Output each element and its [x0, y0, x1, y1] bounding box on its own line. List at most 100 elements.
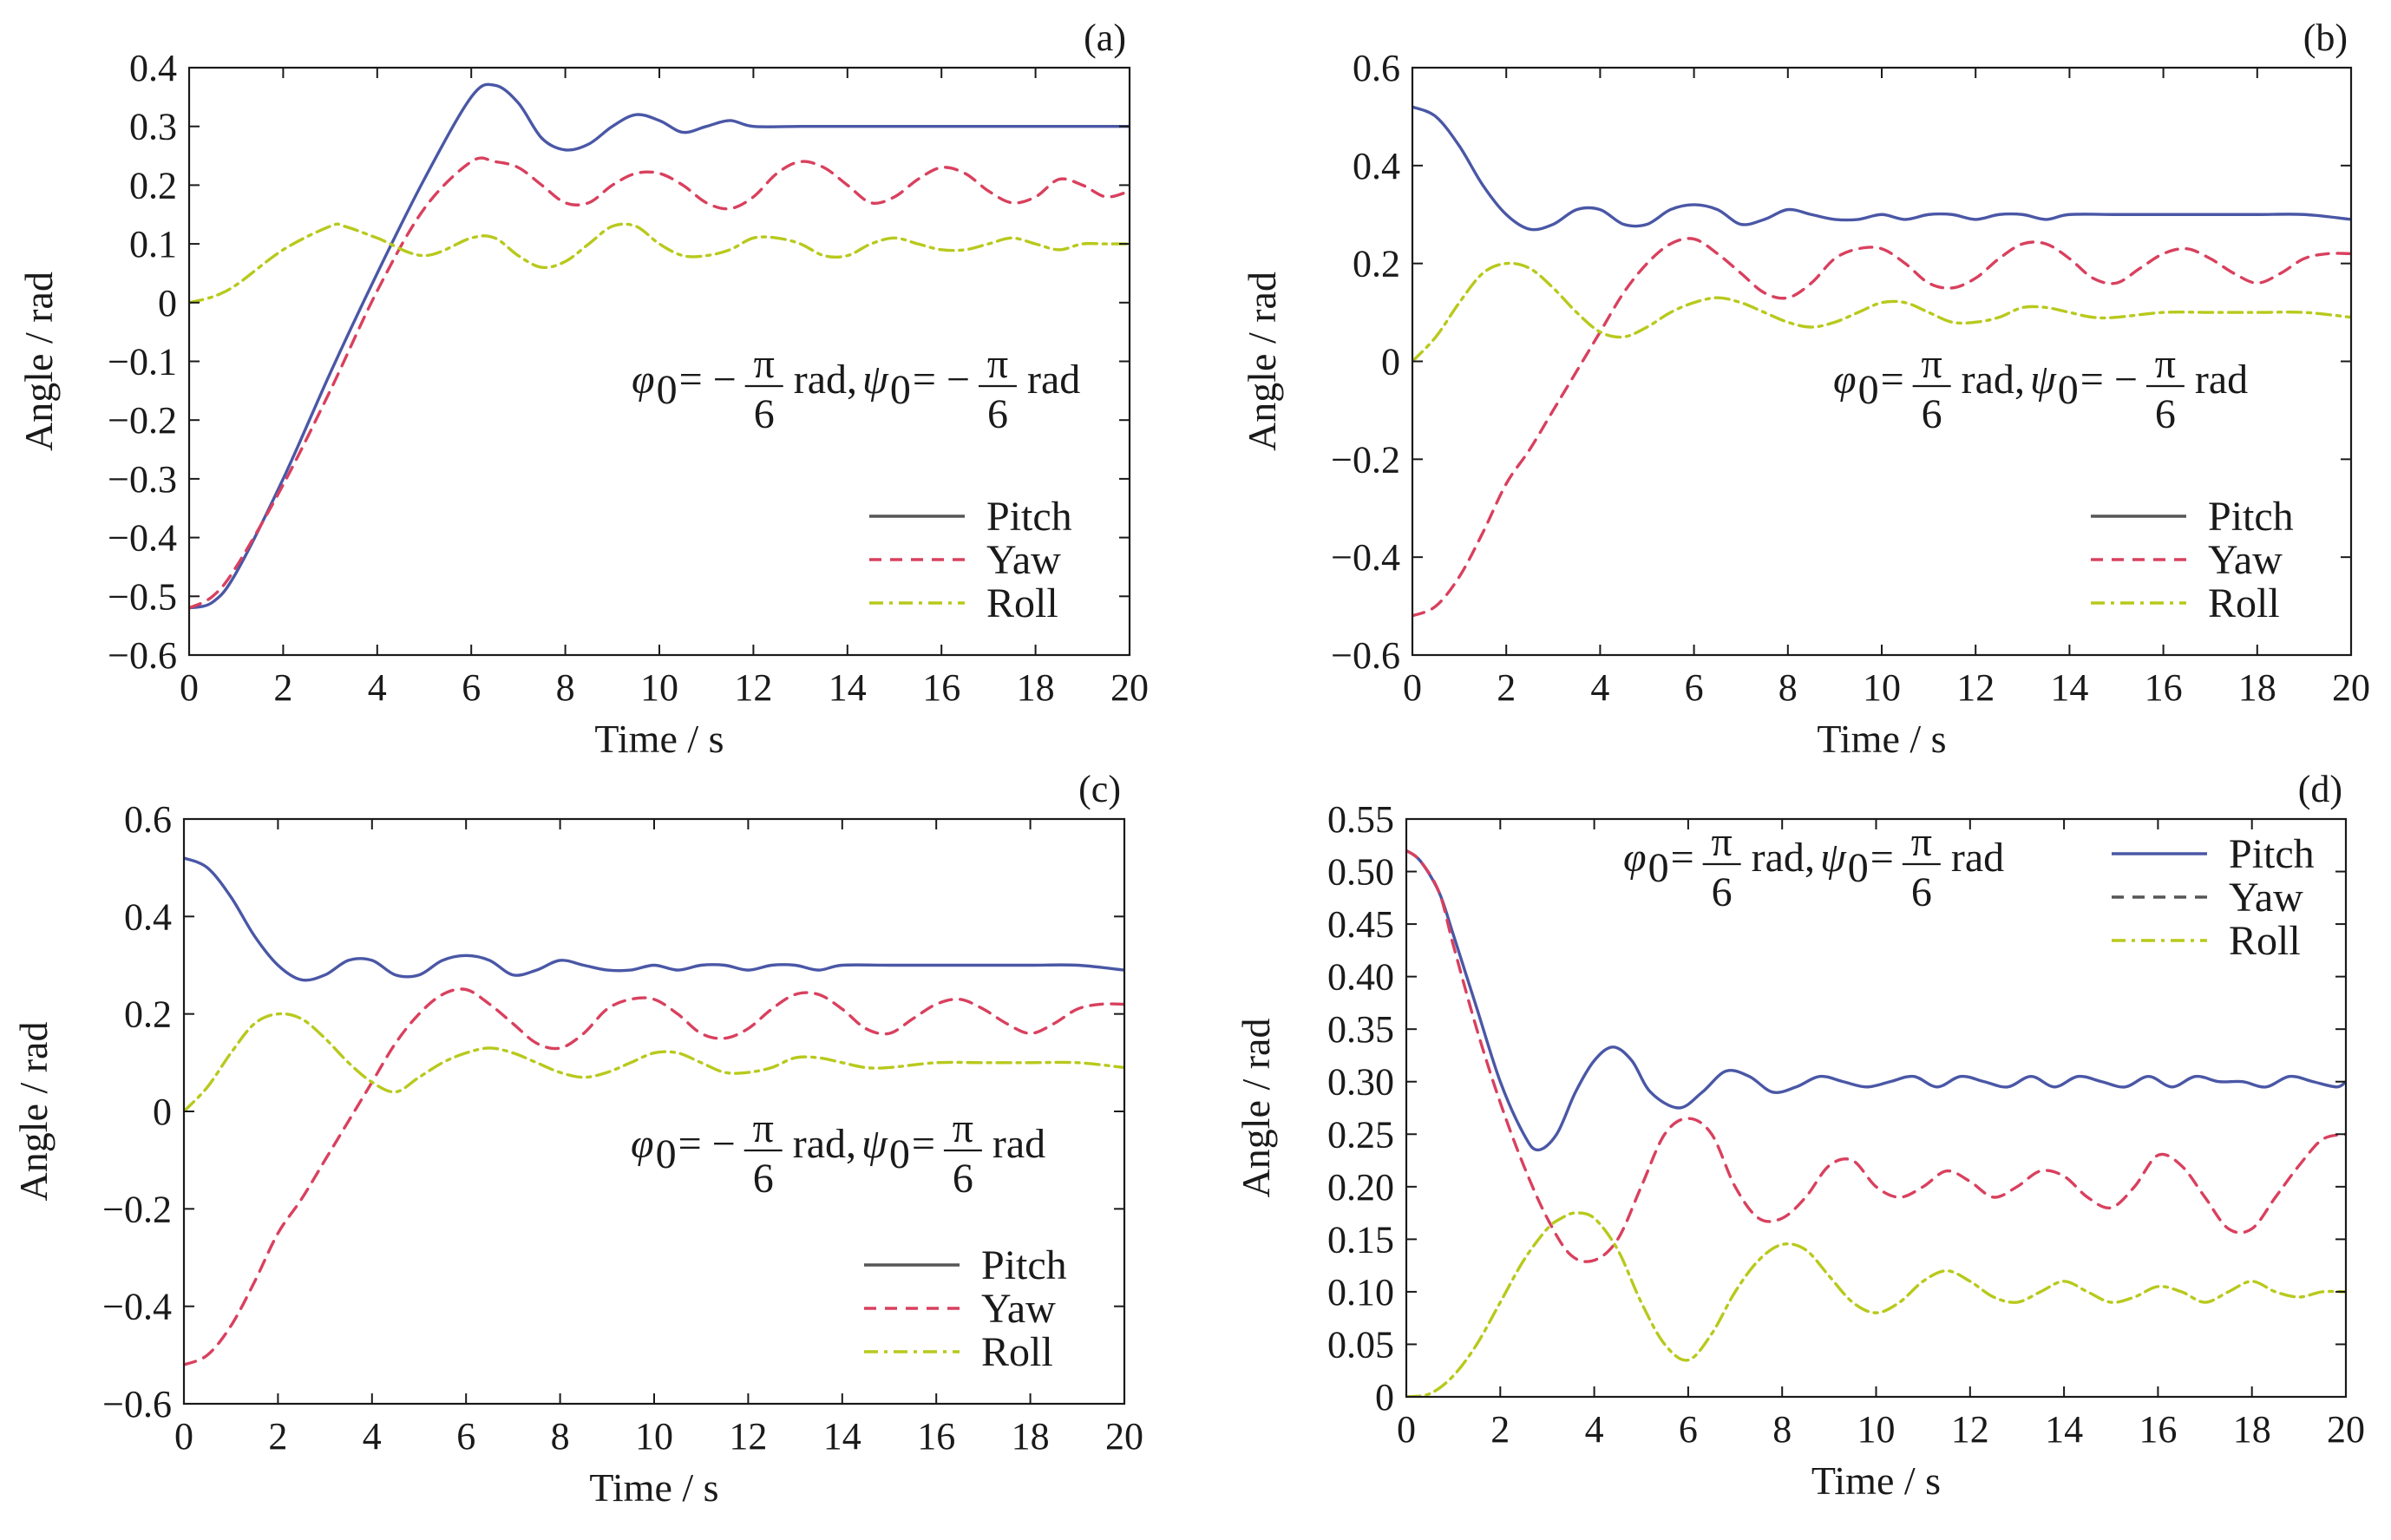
x-tick-label: 12 — [1956, 666, 1995, 709]
y-tick-label: 0.55 — [1327, 798, 1394, 841]
y-tick-label: 0.4 — [1353, 145, 1400, 187]
series-group — [189, 82, 1130, 610]
series-line-roll — [184, 1012, 1124, 1113]
x-tick-label: 18 — [1017, 666, 1055, 709]
x-tick-label: 6 — [1685, 666, 1704, 709]
chart-panel-a: 0 2 4 6 8 10 12 14 16 18 20 0.4 0.3 0.2 0.1 0 −0.1 −0.2 −0… — [16, 16, 1149, 761]
fraction-denominator: 6 — [2155, 391, 2176, 437]
y-tick-label: 0.6 — [1353, 47, 1400, 89]
y-tick-label: 0.35 — [1327, 1008, 1394, 1051]
y-tick-label: −0.6 — [102, 1383, 172, 1425]
legend-label-yaw: Yaw — [981, 1286, 1056, 1332]
separator: , — [1805, 835, 1815, 881]
phi-subscript: 0 — [1858, 367, 1879, 413]
series-group — [1406, 849, 2346, 1397]
phi-unit: rad — [1962, 357, 2014, 403]
x-axis-title: Time / s — [589, 1465, 718, 1510]
x-tick-label: 8 — [551, 1415, 570, 1458]
x-tick-label: 10 — [1863, 666, 1901, 709]
phi-symbol: φ — [1623, 835, 1647, 881]
fraction-denominator: 6 — [1712, 869, 1733, 915]
psi-subscript: 0 — [1848, 845, 1869, 891]
x-tick-label: 20 — [2327, 1408, 2365, 1451]
fraction-denominator: 6 — [987, 391, 1008, 437]
x-tick-label: 6 — [1679, 1408, 1698, 1451]
separator: , — [847, 357, 857, 403]
series-line-yaw — [189, 156, 1130, 610]
x-tick-label: 4 — [368, 666, 387, 709]
y-tick-label: 0.3 — [129, 106, 177, 148]
y-tick-label: 0.25 — [1327, 1113, 1394, 1156]
fraction-numerator: π — [953, 1105, 973, 1151]
phi-subscript: 0 — [1648, 845, 1669, 891]
x-tick-label: 10 — [635, 1415, 673, 1458]
x-tick-label: 14 — [829, 666, 867, 709]
phi-sign: = − — [679, 357, 737, 403]
x-tick-label: 10 — [640, 666, 678, 709]
psi-sign: = — [912, 1121, 935, 1167]
x-tick-label: 10 — [1857, 1408, 1896, 1451]
x-tick-label: 2 — [1490, 1408, 1510, 1451]
series-line-pitch — [189, 82, 1130, 610]
legend-label-roll: Roll — [981, 1329, 1053, 1375]
y-tick-label: 0 — [153, 1091, 172, 1133]
x-tick-label: 0 — [1403, 666, 1422, 709]
phi-symbol: φ — [631, 1121, 654, 1167]
psi-sign: = — [1870, 835, 1894, 881]
y-tick-label: 0 — [1375, 1376, 1394, 1419]
y-tick-label: 0 — [158, 282, 177, 324]
legend-label-pitch: Pitch — [2208, 494, 2294, 540]
x-tick-label: 16 — [2145, 666, 2183, 709]
series-group — [184, 856, 1124, 1366]
x-tick-label: 6 — [462, 666, 481, 709]
fraction-numerator: π — [1911, 819, 1932, 865]
legend-label-roll: Roll — [986, 580, 1058, 626]
y-tick-label: −0.3 — [108, 458, 177, 501]
x-tick-label: 14 — [2045, 1408, 2083, 1451]
y-tick-label: 0.05 — [1327, 1323, 1394, 1366]
panel-label: (b) — [2303, 16, 2348, 59]
x-tick-label: 20 — [2332, 666, 2370, 709]
fraction-denominator: 6 — [953, 1156, 973, 1202]
legend-label-yaw: Yaw — [2208, 537, 2283, 583]
y-tick-label: −0.2 — [1331, 438, 1400, 481]
phi-unit: rad — [1752, 835, 1805, 881]
chart-panel-c: 0 2 4 6 8 10 12 14 16 18 20 0.6 0.4 0.2 0 −0.2 −0.4 −0.6 T… — [11, 768, 1143, 1510]
x-tick-label: 12 — [734, 666, 772, 709]
x-tick-label: 18 — [1012, 1415, 1050, 1458]
x-axis-title: Time / s — [1817, 717, 1946, 761]
series-line-yaw — [184, 987, 1124, 1366]
series-line-pitch — [184, 856, 1124, 982]
x-tick-label: 2 — [268, 1415, 287, 1458]
series-line-yaw — [1412, 237, 2351, 618]
x-tick-label: 12 — [729, 1415, 767, 1458]
x-tick-label: 20 — [1105, 1415, 1143, 1458]
y-tick-label: 0.4 — [129, 47, 177, 89]
y-tick-label: −0.5 — [108, 575, 177, 618]
psi-unit: rad — [992, 1121, 1045, 1167]
series-line-pitch — [1412, 105, 2351, 232]
psi-symbol: ψ — [862, 357, 889, 403]
phi-symbol: φ — [1833, 357, 1857, 403]
legend-label-yaw: Yaw — [986, 537, 1061, 583]
phi-symbol: φ — [632, 357, 655, 403]
y-tick-label: 0.2 — [124, 993, 172, 1036]
y-tick-label: 0.45 — [1327, 903, 1394, 946]
x-tick-label: 4 — [1585, 1408, 1604, 1451]
chart-panel-d: 0 2 4 6 8 10 12 14 16 18 20 0.55 0.50 0.45 0.40 0.35 0.3… — [1234, 768, 2365, 1503]
series-group — [1412, 105, 2351, 618]
fraction-numerator: π — [1712, 819, 1733, 865]
y-tick-label: 0.2 — [1353, 243, 1400, 285]
y-tick-label: 0.40 — [1327, 956, 1394, 999]
legend-label-pitch: Pitch — [981, 1242, 1067, 1288]
fraction-denominator: 6 — [1922, 391, 1942, 437]
fraction-denominator: 6 — [1911, 869, 1932, 915]
y-tick-label: 0.4 — [124, 895, 172, 938]
y-tick-label: −0.2 — [108, 399, 177, 442]
fraction-denominator: 6 — [754, 391, 775, 437]
